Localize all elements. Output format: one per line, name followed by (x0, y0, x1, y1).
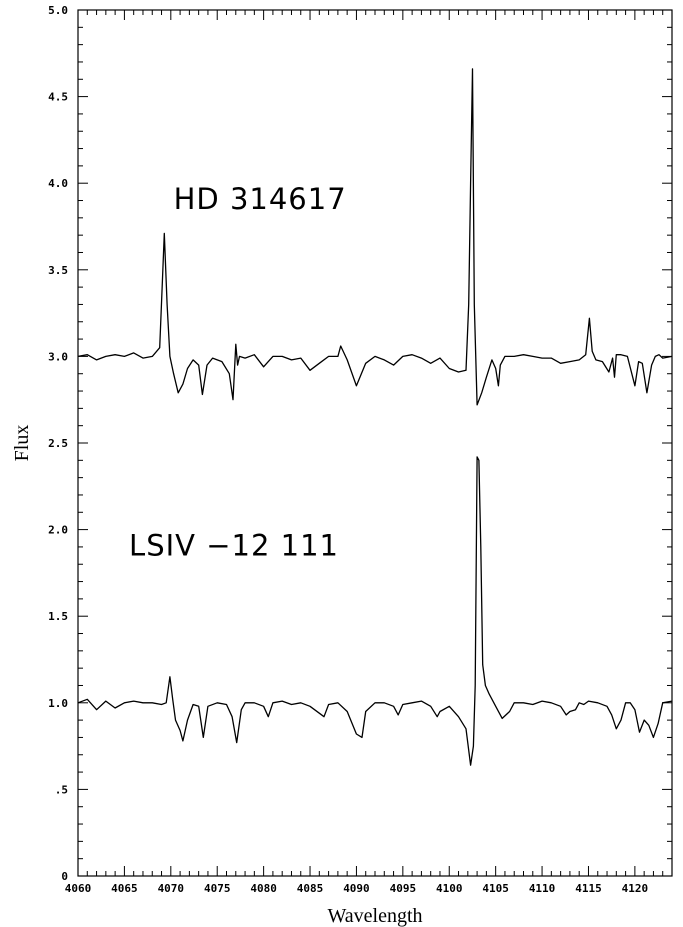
x-tick-label: 4060 (65, 882, 92, 895)
x-tick-label: 4105 (482, 882, 509, 895)
x-tick-label: 4100 (436, 882, 463, 895)
y-tick-label: 4.5 (48, 91, 68, 104)
x-tick-label: 4110 (529, 882, 556, 895)
y-tick-label: 3.0 (48, 350, 68, 363)
x-tick-label: 4120 (622, 882, 649, 895)
spectrum-line-1 (77, 68, 673, 406)
y-tick-label: 1.0 (48, 697, 68, 710)
plot-frame (77, 9, 673, 877)
x-tick-label: 4080 (250, 882, 277, 895)
annotation-group: HD 314617 LSIV −12 111 (129, 182, 347, 563)
y-tick-label: .5 (55, 783, 68, 796)
y-axis-title: Flux (11, 425, 33, 462)
spectrum-label-1: HD 314617 (174, 182, 347, 216)
spectrum-line-2 (77, 456, 673, 766)
series-group (77, 68, 673, 766)
spectrum-label-2: LSIV −12 111 (129, 529, 339, 563)
y-tick-label: 2.0 (48, 524, 68, 537)
y-tick-label: 0 (61, 870, 68, 883)
x-tick-label: 4075 (204, 882, 231, 895)
x-tick-label: 4090 (343, 882, 370, 895)
x-tick-label: 4065 (111, 882, 138, 895)
x-tick-label: 4095 (390, 882, 417, 895)
y-tick-label: 1.5 (48, 610, 68, 623)
y-tick-label: 2.5 (48, 437, 68, 450)
x-tick-label: 4115 (575, 882, 602, 895)
y-tick-label: 5.0 (48, 4, 68, 17)
axis-ticks: 4060 4065 4070 4075 4080 4085 4090 4095 4100 4105… (48, 4, 673, 895)
x-tick-label: 4085 (297, 882, 324, 895)
y-tick-label: 4.0 (48, 177, 68, 190)
x-axis-title: Wavelength (327, 905, 422, 927)
y-tick-label: 3.5 (48, 264, 68, 277)
x-tick-label: 4070 (158, 882, 185, 895)
